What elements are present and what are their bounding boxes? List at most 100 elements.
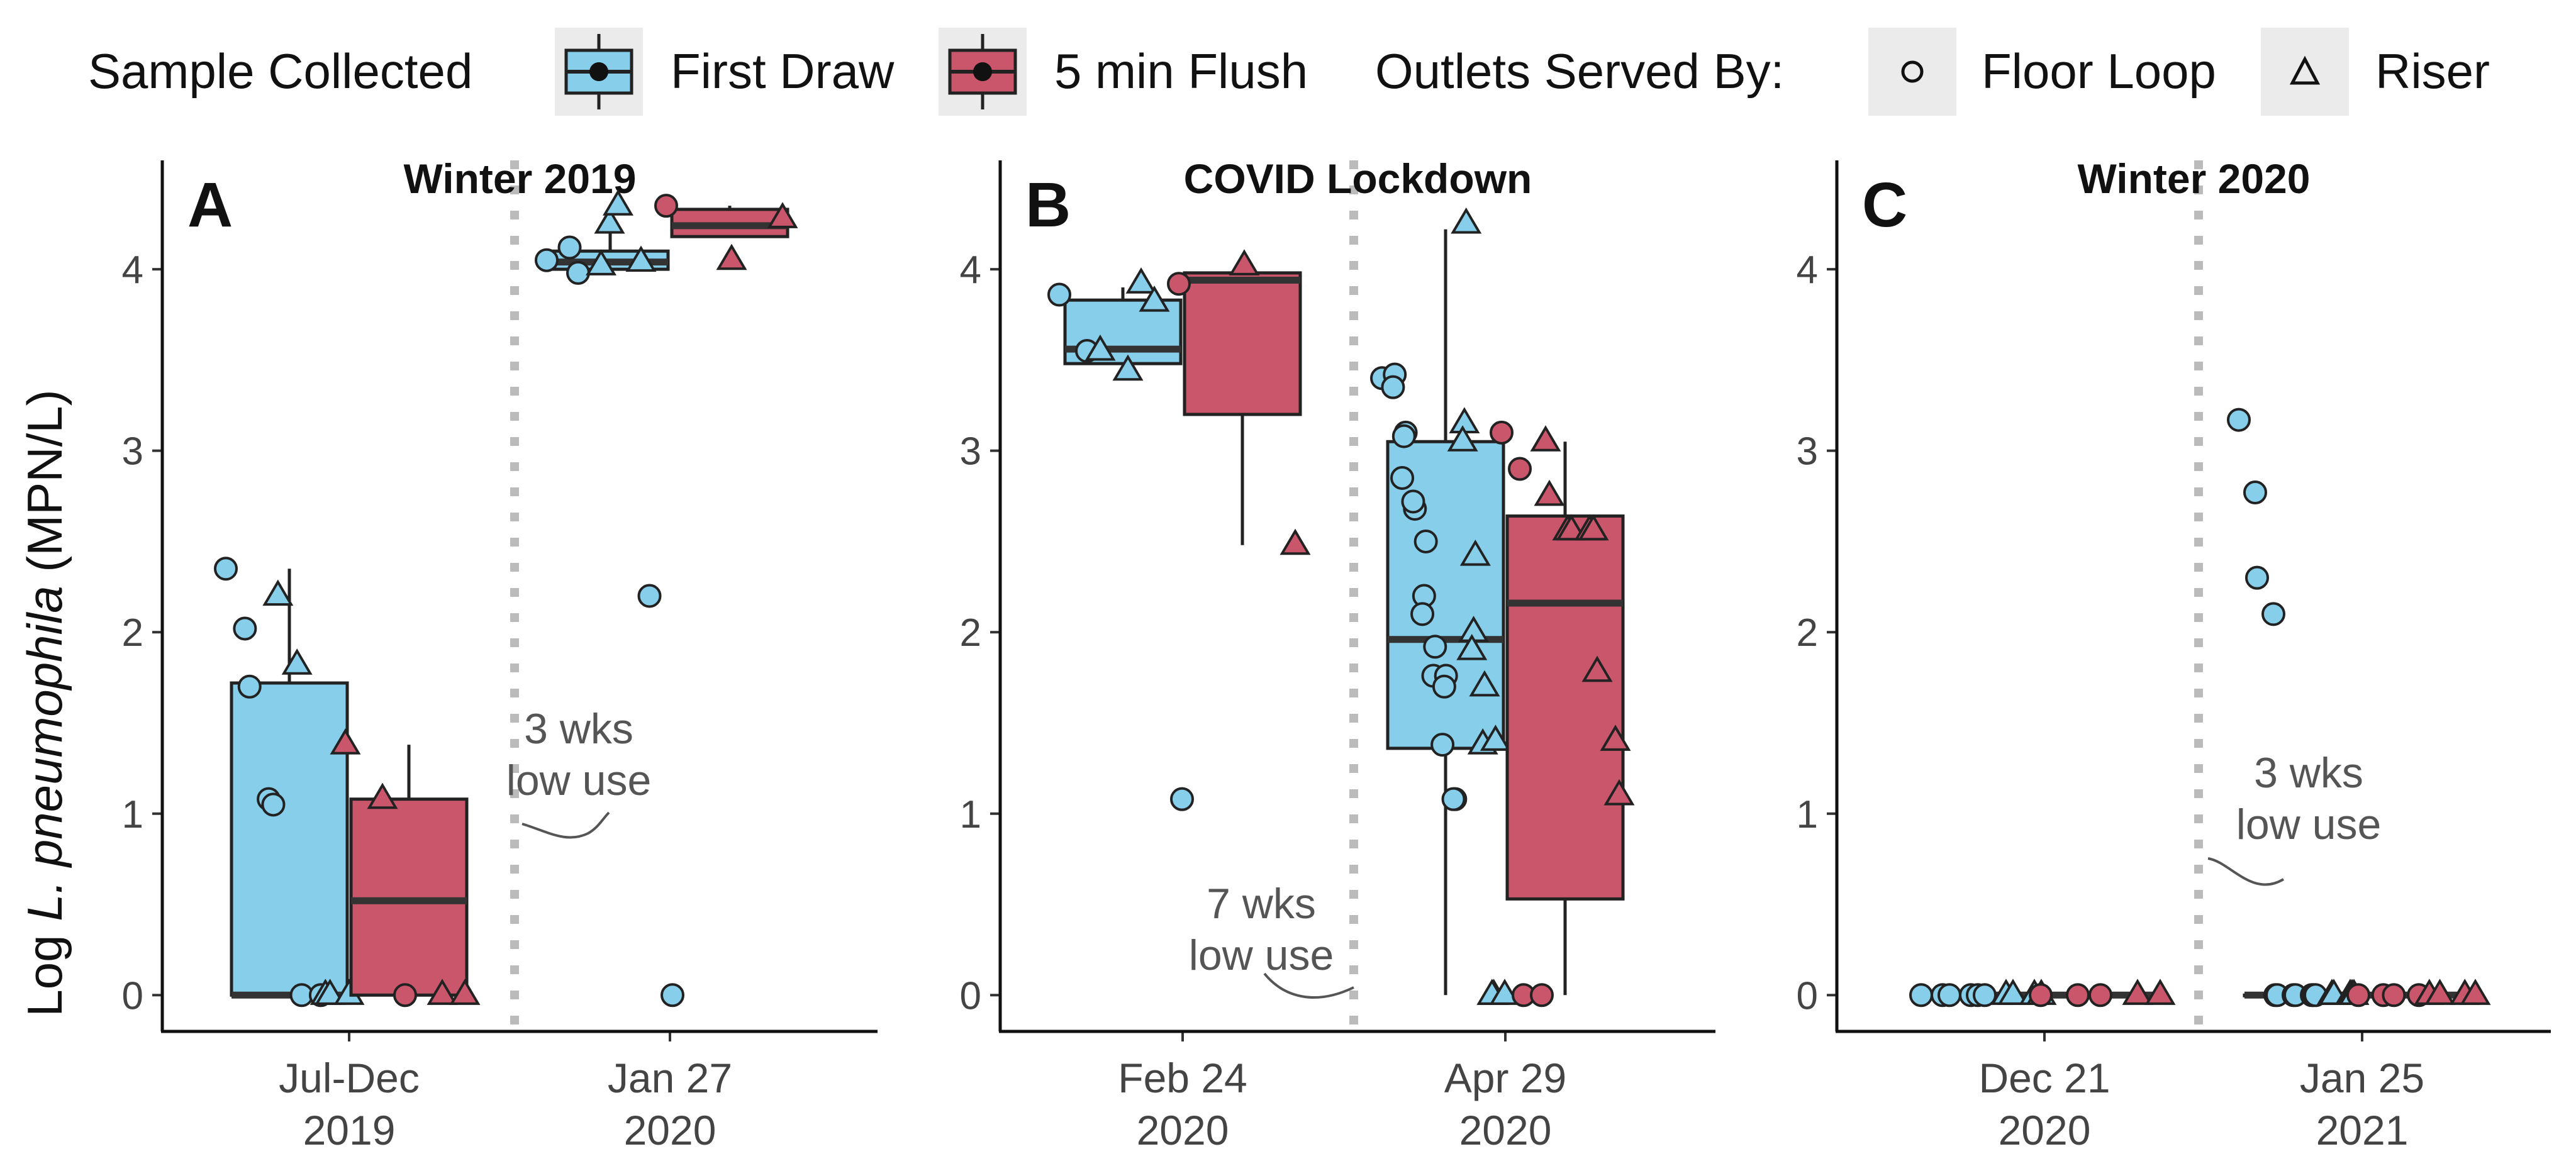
- data-point-triangle: [281, 648, 313, 675]
- x-tick-label-year: 2020: [1137, 1107, 1229, 1153]
- data-point-circle: [1938, 983, 1961, 1008]
- data-point-circle: [1401, 489, 1425, 514]
- data-point-triangle: [1456, 633, 1488, 660]
- data-point-circle: [1413, 529, 1438, 553]
- data-point-triangle: [1534, 479, 1565, 506]
- data-point-triangle: [586, 249, 616, 275]
- data-point-triangle: [625, 245, 657, 272]
- legend-floor-loop-label: Floor Loop: [1982, 43, 2216, 99]
- data-point-circle: [1490, 420, 1514, 445]
- data-point-circle: [1430, 733, 1455, 757]
- box-body: [1183, 271, 1302, 416]
- data-point-circle: [661, 983, 684, 1008]
- data-point-triangle: [2460, 979, 2491, 1005]
- data-point-triangle: [1447, 425, 1478, 452]
- data-point-triangle: [2424, 979, 2456, 1005]
- legend-key-riser-bg: [2261, 28, 2349, 116]
- x-tick-label: Jan 27: [608, 1055, 732, 1101]
- box-first-draw: [535, 189, 684, 1008]
- data-point-triangle: [1600, 725, 1631, 751]
- data-point-circle: [393, 983, 417, 1008]
- data-point-circle: [237, 674, 262, 699]
- data-point-circle: [1170, 787, 1194, 811]
- annotation-line2: low use: [1189, 931, 1334, 979]
- panel-title: COVID Lockdown: [1184, 155, 1532, 202]
- legend-outlets-title: Outlets Served By:: [1375, 43, 1784, 99]
- legend-flush-label: 5 min Flush: [1054, 43, 1308, 99]
- data-point-circle: [1909, 983, 1933, 1008]
- data-point-circle: [654, 194, 678, 218]
- data-point-triangle: [427, 979, 458, 1005]
- annotation-line1: 3 wks: [2254, 749, 2363, 797]
- data-point-triangle: [2122, 979, 2153, 1005]
- data-point-circle: [2029, 983, 2053, 1008]
- x-tick-label: Feb 24: [1118, 1055, 1247, 1101]
- data-point-triangle: [594, 207, 625, 234]
- box-body: [1505, 514, 1625, 901]
- data-point-circle: [2245, 565, 2269, 590]
- box-body: [349, 797, 469, 997]
- legend-riser-label: Riser: [2375, 43, 2490, 99]
- legend-key-flush-dot: [973, 62, 992, 81]
- data-point-triangle: [1997, 979, 2029, 1005]
- y-axis-title-prefix: Log: [17, 921, 72, 1017]
- box-flush: [330, 728, 481, 1008]
- legend-first-draw-label: First Draw: [671, 43, 895, 99]
- x-tick-label-year: 2020: [1459, 1107, 1552, 1153]
- data-point-triangle: [449, 979, 481, 1005]
- data-point-triangle: [330, 728, 361, 755]
- x-tick-label: Jul-Dec: [279, 1055, 420, 1101]
- y-tick-label: 4: [1797, 248, 1818, 292]
- panel-letter: A: [187, 170, 233, 240]
- y-tick-label: 1: [960, 793, 981, 836]
- panel-title: Winter 2020: [2078, 155, 2311, 202]
- y-tick-label: 0: [122, 974, 143, 1018]
- y-tick-label: 3: [122, 430, 143, 474]
- data-point-circle: [1047, 282, 1071, 307]
- data-point-circle: [1441, 787, 1466, 811]
- data-point-circle: [2261, 602, 2285, 626]
- y-axis-title: Log L. pneumophila (MPN/L): [17, 389, 72, 1016]
- data-point-triangle: [262, 579, 294, 606]
- data-point-triangle: [2144, 979, 2176, 1005]
- data-point-triangle: [1578, 514, 1609, 541]
- y-tick-label: 2: [960, 611, 981, 655]
- data-point-triangle: [1603, 779, 1635, 806]
- data-point-circle: [1423, 635, 1447, 659]
- legend-key-floor-loop-bg: [1868, 28, 1956, 116]
- x-tick-label: Apr 29: [1444, 1055, 1566, 1101]
- data-point-triangle: [1556, 514, 1587, 541]
- data-point-triangle: [1489, 979, 1520, 1005]
- data-point-triangle: [603, 189, 633, 216]
- box-flush: [2346, 979, 2491, 1008]
- data-point-circle: [2382, 983, 2406, 1008]
- data-point-triangle: [1125, 267, 1157, 294]
- data-point-circle: [566, 260, 590, 285]
- data-point-triangle: [315, 979, 346, 1005]
- y-axis-title-units: (MPN/L): [17, 389, 72, 586]
- data-point-triangle: [1480, 725, 1511, 751]
- legend-sample-title: Sample Collected: [88, 43, 472, 99]
- data-point-triangle: [1112, 354, 1144, 381]
- legend-floor-loop-circle-icon: [1901, 60, 1924, 83]
- data-point-triangle: [1280, 528, 1311, 555]
- x-tick-label: Jan 25: [2300, 1055, 2424, 1101]
- y-tick-label: 2: [122, 611, 143, 655]
- data-point-triangle: [1581, 655, 1613, 682]
- x-tick-label-year: 2021: [2316, 1107, 2409, 1153]
- data-point-circle: [1390, 465, 1415, 490]
- y-tick-label: 3: [1797, 430, 1818, 474]
- data-point-circle: [2088, 983, 2112, 1008]
- data-point-circle: [1410, 602, 1435, 626]
- legend: Sample Collected First Draw 5 min Flush …: [88, 28, 2490, 116]
- y-tick-label: 2: [1797, 611, 1818, 655]
- legend-riser-triangle-icon: [2289, 55, 2321, 85]
- data-point-triangle: [1084, 334, 1116, 361]
- panel-letter: C: [1862, 170, 1907, 240]
- box-flush: [654, 194, 798, 270]
- x-tick-label: Dec 21: [1978, 1055, 2110, 1101]
